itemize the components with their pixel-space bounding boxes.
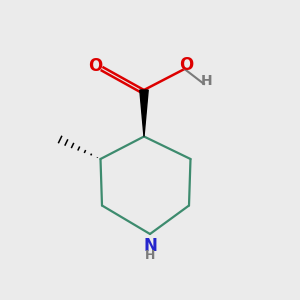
Text: O: O xyxy=(88,57,102,75)
Text: H: H xyxy=(201,74,212,88)
Text: O: O xyxy=(179,56,193,74)
Text: H: H xyxy=(145,249,155,262)
Polygon shape xyxy=(140,90,148,136)
Text: N: N xyxy=(143,237,157,255)
